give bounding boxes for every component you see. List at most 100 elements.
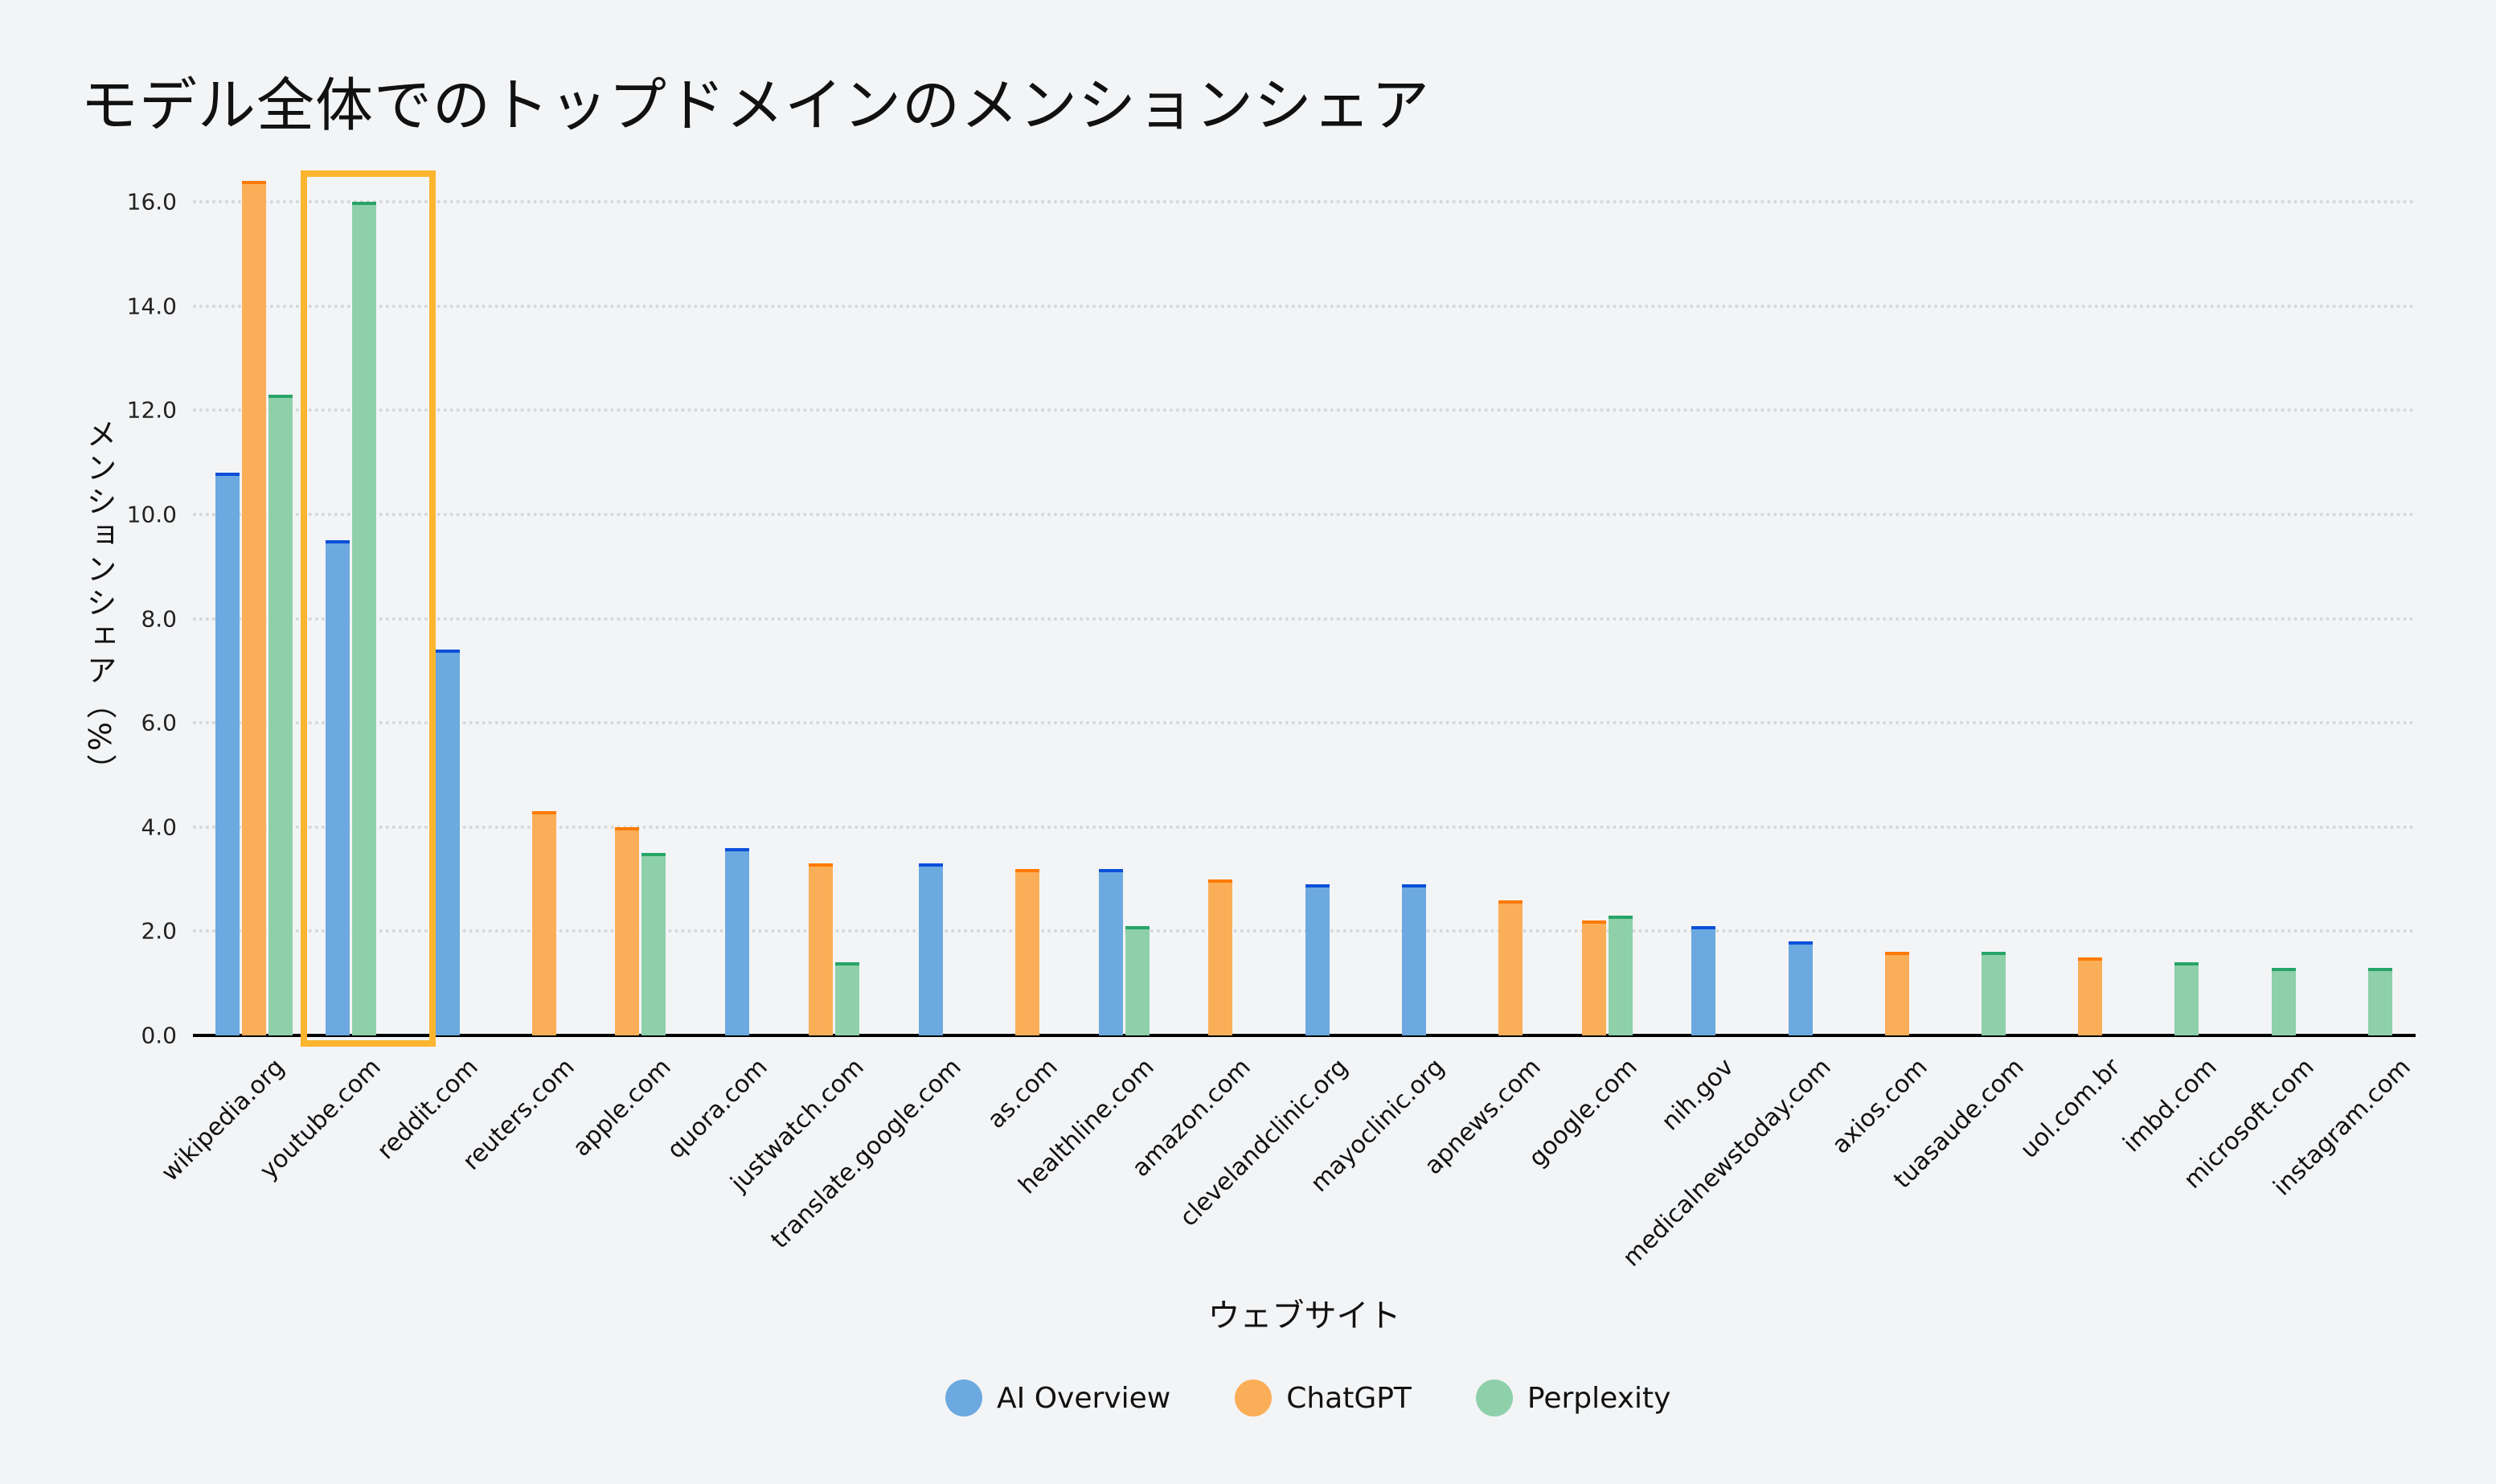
bar-cap <box>325 540 350 544</box>
bar-ai-overview-nih.gov <box>1691 925 1716 1035</box>
bar-perplexity-youtube.com <box>351 202 376 1035</box>
bar-chatgpt-reuters.com <box>531 811 556 1035</box>
y-tick-label: 0.0 <box>141 1022 177 1049</box>
x-axis-label: ウェブサイト <box>1207 1297 1401 1334</box>
bar-perplexity-justwatch.com <box>834 962 859 1035</box>
x-tick-label: imbd.com <box>2117 1053 2223 1158</box>
bar-cap <box>1401 884 1426 888</box>
x-axis-line <box>193 1034 2416 1037</box>
y-tick-label: 10.0 <box>126 501 177 528</box>
bar-perplexity-google.com <box>1608 915 1633 1035</box>
bar-ai-overview-quora.com <box>725 847 750 1035</box>
bar-chatgpt-apple.com <box>615 826 640 1035</box>
gridline <box>193 721 2416 725</box>
y-tick-label: 8.0 <box>141 605 177 632</box>
x-tick-label: clevelandclinic.org <box>1174 1053 1354 1232</box>
bar-cap <box>1788 941 1813 945</box>
bar-cap <box>531 811 556 815</box>
y-tick-label: 2.0 <box>141 917 177 945</box>
gridline <box>193 408 2416 412</box>
y-tick-label: 6.0 <box>141 709 177 736</box>
y-axis-label: メンションシェア（%） <box>81 418 117 789</box>
highlight-box <box>301 170 436 1047</box>
bar-cap <box>351 202 376 205</box>
bar-cap <box>2078 957 2103 961</box>
bar-ai-overview-medicalnewstoday.com <box>1788 941 1813 1035</box>
legend: AI Overview ChatGPT Perplexity <box>945 1379 1670 1416</box>
bar-cap <box>2271 967 2296 971</box>
legend-label: ChatGPT <box>1286 1381 1412 1415</box>
bar-chatgpt-axios.com <box>1884 952 1909 1035</box>
x-tick-label: axios.com <box>1826 1053 1933 1160</box>
bar-ai-overview-clevelandclinic.org <box>1305 884 1330 1035</box>
bar-cap <box>1581 920 1606 924</box>
gridline <box>193 825 2416 829</box>
y-tick-label: 16.0 <box>126 188 177 215</box>
bar-chatgpt-amazon.com <box>1208 879 1233 1035</box>
x-tick-label: apple.com <box>568 1053 677 1162</box>
legend-item[interactable]: AI Overview <box>945 1379 1170 1416</box>
bar-chatgpt-apnews.com <box>1498 900 1523 1035</box>
bar-perplexity-healthline.com <box>1125 925 1150 1035</box>
chart-title: モデル全体でのトップドメインのメンションシェア <box>80 72 1431 139</box>
bar-cap <box>1125 925 1150 929</box>
bar-cap <box>1014 868 1039 872</box>
bar-cap <box>1982 952 2006 956</box>
bar-chatgpt-as.com <box>1014 868 1039 1035</box>
x-tick-label: nih.gov <box>1656 1053 1740 1137</box>
bar-cap <box>1098 868 1123 872</box>
bar-cap <box>641 853 666 857</box>
legend-item[interactable]: Perplexity <box>1475 1379 1671 1416</box>
bar-perplexity-instagram.com <box>2367 967 2392 1035</box>
legend-label: AI Overview <box>997 1381 1171 1415</box>
plot-area <box>193 161 2416 1037</box>
bar-cap <box>242 181 267 185</box>
bar-ai-overview-healthline.com <box>1098 868 1123 1035</box>
bar-ai-overview-youtube.com <box>325 540 350 1035</box>
x-tick-label: uol.com.br <box>2014 1053 2126 1165</box>
bar-cap <box>834 962 859 966</box>
bar-cap <box>1305 884 1330 888</box>
bar-cap <box>918 863 943 867</box>
gridline <box>193 512 2416 516</box>
x-tick-label: as.com <box>982 1053 1064 1134</box>
bar-perplexity-microsoft.com <box>2271 967 2296 1035</box>
bar-cap <box>1691 925 1716 929</box>
bar-cap <box>615 826 640 830</box>
bar-ai-overview-wikipedia.org <box>215 473 240 1035</box>
bar-perplexity-imbd.com <box>2174 962 2199 1035</box>
x-tick-label: medicalnewstoday.com <box>1617 1053 1837 1273</box>
legend-swatch-icon <box>1235 1379 1273 1416</box>
legend-label: Perplexity <box>1527 1381 1671 1415</box>
legend-swatch-icon <box>945 1379 982 1416</box>
gridline <box>193 304 2416 308</box>
gridline <box>193 200 2416 203</box>
gridline <box>193 617 2416 621</box>
bar-cap <box>215 473 240 477</box>
bar-ai-overview-reddit.com <box>435 650 460 1035</box>
bar-perplexity-apple.com <box>641 853 666 1035</box>
y-tick-label: 12.0 <box>126 396 177 424</box>
bar-cap <box>1608 915 1633 919</box>
bar-cap <box>268 394 293 398</box>
y-tick-label: 4.0 <box>141 814 177 841</box>
bar-chatgpt-google.com <box>1581 920 1606 1035</box>
bar-perplexity-tuasaude.com <box>1982 952 2006 1035</box>
bar-cap <box>808 863 833 867</box>
legend-item[interactable]: ChatGPT <box>1235 1379 1412 1416</box>
bar-perplexity-wikipedia.org <box>268 394 293 1035</box>
bar-cap <box>1208 879 1233 883</box>
bar-cap <box>1498 900 1523 904</box>
gridline <box>193 929 2416 933</box>
x-tick-label: translate.google.com <box>765 1053 967 1255</box>
bar-chatgpt-justwatch.com <box>808 863 833 1035</box>
bar-cap <box>435 650 460 654</box>
bar-cap <box>725 847 750 851</box>
bar-cap <box>2367 967 2392 971</box>
y-tick-label: 14.0 <box>126 293 177 320</box>
bar-chatgpt-wikipedia.org <box>242 181 267 1035</box>
bar-cap <box>2174 962 2199 966</box>
bar-ai-overview-mayoclinic.org <box>1401 884 1426 1035</box>
legend-swatch-icon <box>1475 1379 1513 1416</box>
bar-cap <box>1884 952 1909 956</box>
